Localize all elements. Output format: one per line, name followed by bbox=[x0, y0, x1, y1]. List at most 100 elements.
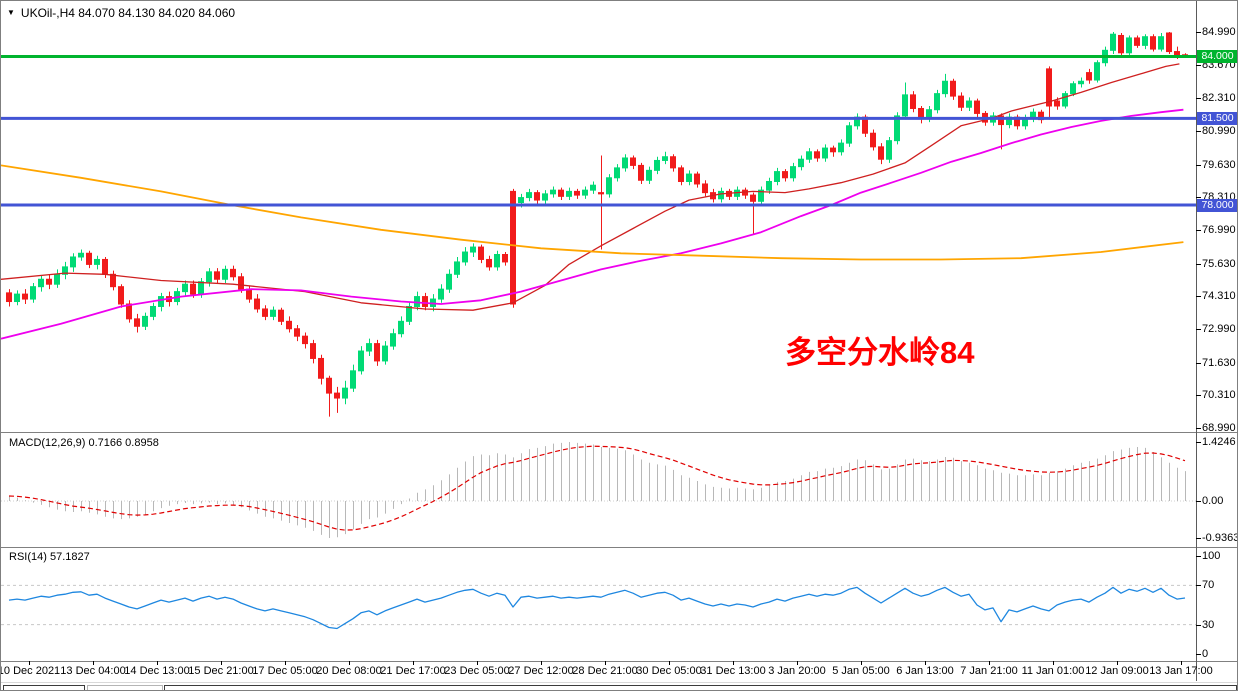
candle-body bbox=[718, 190, 724, 200]
ma-mid-magenta-line bbox=[1, 108, 1184, 340]
candle-body bbox=[902, 94, 908, 117]
candle-body bbox=[462, 251, 468, 263]
date-tick-mark bbox=[541, 661, 542, 665]
macd-panel-canvas[interactable] bbox=[1, 433, 1196, 547]
candle-body bbox=[126, 303, 132, 320]
candle-body bbox=[782, 171, 788, 179]
candle-body bbox=[22, 293, 28, 300]
price-tick-mark bbox=[1196, 428, 1201, 429]
symbol-ohlc-text: UKOil-,H4 84.070 84.130 84.020 84.060 bbox=[20, 6, 236, 20]
candle-body bbox=[670, 156, 676, 169]
candle-body bbox=[134, 318, 140, 327]
price-tick-label: 75.630 bbox=[1202, 257, 1236, 270]
candle-body bbox=[486, 258, 492, 268]
candle-body bbox=[502, 254, 508, 263]
candle-body bbox=[198, 281, 204, 295]
scrollbar-track[interactable] bbox=[164, 685, 1237, 690]
date-label: 12 Jan 09:00 bbox=[1085, 665, 1149, 677]
candle-body bbox=[494, 254, 500, 268]
candle-body bbox=[566, 190, 572, 197]
candle-body bbox=[894, 115, 900, 142]
candle-body bbox=[974, 100, 980, 114]
candle-body bbox=[350, 370, 356, 389]
candle-body bbox=[806, 151, 812, 160]
rsi-tick-label: 100 bbox=[1202, 550, 1221, 562]
price-tick-label: 79.630 bbox=[1202, 158, 1236, 171]
candle-body bbox=[286, 320, 292, 330]
candle-body bbox=[558, 189, 564, 197]
bottom-scrollbar-strip bbox=[1, 682, 1237, 690]
candle-body bbox=[438, 288, 444, 300]
candle-body bbox=[366, 343, 372, 352]
candle-body bbox=[478, 246, 484, 260]
date-tick-mark bbox=[925, 661, 926, 665]
scrollbar-left-box[interactable] bbox=[3, 685, 85, 690]
candle-body bbox=[638, 164, 644, 181]
symbol-dropdown-icon[interactable]: ▼ bbox=[7, 8, 15, 17]
price-tick-mark bbox=[1196, 197, 1201, 199]
date-tick-mark bbox=[349, 661, 350, 665]
candle-body bbox=[78, 252, 84, 258]
candle-body bbox=[206, 271, 212, 283]
candle-body bbox=[142, 315, 148, 327]
macd-tick-label: -0.9363 bbox=[1202, 531, 1238, 544]
candle-body bbox=[278, 309, 284, 322]
price-line-badge: 81.500 bbox=[1197, 111, 1237, 125]
candle-body bbox=[1166, 32, 1172, 53]
candle-body bbox=[118, 286, 124, 305]
candle-body bbox=[590, 184, 596, 191]
candle-body bbox=[1054, 100, 1060, 107]
scrollbar-thumb[interactable] bbox=[87, 685, 163, 690]
candle-body bbox=[222, 268, 228, 280]
price-tick-mark bbox=[1196, 98, 1201, 100]
candle-body bbox=[614, 167, 620, 179]
candle-body bbox=[1110, 33, 1116, 51]
date-label: 7 Jan 21:00 bbox=[960, 665, 1018, 677]
candle-body bbox=[1158, 36, 1164, 50]
candle-body bbox=[678, 167, 684, 182]
date-label: 30 Dec 05:00 bbox=[636, 665, 702, 677]
candle-body bbox=[886, 140, 892, 160]
candle-body bbox=[454, 261, 460, 275]
price-tick-label: 76.990 bbox=[1202, 224, 1236, 236]
date-label: 20 Dec 08:00 bbox=[316, 665, 382, 677]
candle-body bbox=[774, 171, 780, 182]
candle-body bbox=[254, 298, 260, 310]
candle-body bbox=[542, 193, 548, 201]
date-tick-mark bbox=[1053, 661, 1054, 665]
chart-title-bar: ▼ UKOil-,H4 84.070 84.130 84.020 84.060 bbox=[7, 6, 235, 20]
hline-81.500 bbox=[1, 116, 1196, 120]
candle-body bbox=[958, 95, 964, 108]
rsi-tick-label: 0 bbox=[1202, 648, 1209, 660]
price-tick-label: 71.630 bbox=[1202, 356, 1236, 369]
date-tick-mark bbox=[1117, 661, 1118, 665]
candle-body bbox=[966, 100, 972, 108]
date-tick-mark bbox=[477, 661, 478, 665]
rsi-tick-mark bbox=[1196, 654, 1201, 655]
date-label: 10 Dec 2021 bbox=[0, 665, 61, 677]
date-tick-mark bbox=[157, 661, 158, 665]
price-tick-mark bbox=[1196, 230, 1201, 231]
date-label: 28 Dec 21:00 bbox=[572, 665, 638, 677]
candle-body bbox=[942, 80, 948, 95]
candle-body bbox=[798, 158, 804, 168]
candle-body bbox=[518, 197, 524, 204]
candle-body bbox=[6, 292, 12, 303]
candle-body bbox=[814, 151, 820, 159]
panel-divider[interactable] bbox=[1, 432, 1237, 433]
candle-body bbox=[1150, 36, 1156, 50]
rsi-panel-canvas[interactable] bbox=[1, 548, 1196, 661]
main-chart-canvas[interactable] bbox=[1, 1, 1196, 432]
candle-body bbox=[758, 189, 764, 202]
candle-body bbox=[630, 157, 636, 166]
rsi-indicator-label: RSI(14) 57.1827 bbox=[9, 551, 90, 563]
candle-body bbox=[150, 305, 156, 317]
panel-divider[interactable] bbox=[1, 547, 1237, 548]
date-label: 3 Jan 20:00 bbox=[768, 665, 826, 677]
candle-body bbox=[598, 192, 604, 195]
rsi-tick-label: 70 bbox=[1202, 579, 1215, 592]
candle-body bbox=[262, 308, 268, 317]
ma-fast-red-line bbox=[1, 63, 1180, 311]
candle-body bbox=[1126, 37, 1132, 54]
price-tick-mark bbox=[1196, 296, 1201, 298]
